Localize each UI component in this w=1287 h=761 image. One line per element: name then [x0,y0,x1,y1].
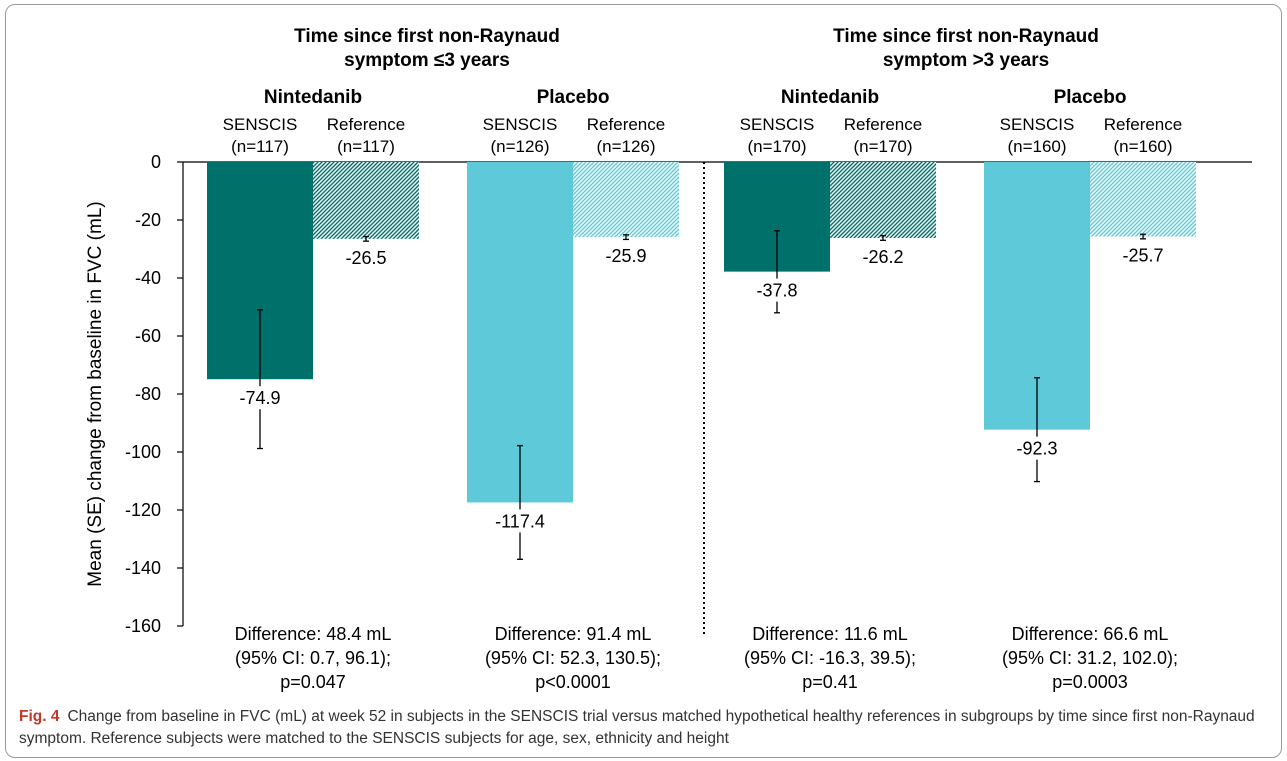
data-label: -25.7 [1122,246,1163,266]
figure-frame [5,4,1282,758]
bar-n-label: (n=160) [1007,137,1066,156]
group-name: Nintedanib [781,87,879,108]
data-label-bg [597,244,655,268]
bar-category-label: SENSCIS [1000,115,1075,134]
difference-annotation: p<0.0001 [535,672,611,692]
bar-group: Nintedanib SENSCIS (n=117) -74.9 Reference (n… [207,87,419,692]
data-label: -26.5 [345,248,386,268]
bar-group: Placebo SENSCIS (n=160) -92.3 Reference (n=16… [984,87,1196,692]
bar [1090,162,1196,237]
bar [573,162,679,238]
bar-category-label: Reference [587,115,665,134]
data-label: -25.9 [605,246,646,266]
bar [313,162,419,239]
data-label: -26.2 [862,247,903,267]
panel-title-line2: symptom ≤3 years [344,50,510,71]
panel-title-line1: Time since first non-Raynaud [833,26,1099,47]
y-tick-label: -20 [135,210,161,230]
panel-title-line1: Time since first non-Raynaud [294,26,560,47]
difference-annotation: Difference: 48.4 mL [235,624,392,644]
difference-annotation: Difference: 11.6 mL [752,624,907,644]
bar-n-label: (n=117) [231,137,289,156]
y-tick-label: -60 [135,326,161,346]
data-label: -74.9 [239,388,280,408]
data-label: -117.4 [495,511,545,531]
figure-caption-text: Change from baseline in FVC (mL) at week… [19,708,1255,747]
bar-n-label: (n=117) [337,137,395,156]
difference-annotation: (95% CI: 31.2, 102.0); [1002,648,1178,668]
bar-n-label: (n=160) [1113,137,1172,156]
bar-category-label: Reference [327,115,405,134]
y-tick-label: 0 [151,152,161,172]
difference-annotation: (95% CI: 0.7, 96.1); [235,648,391,668]
bar-n-label: (n=170) [747,137,806,156]
data-label-bg [1008,436,1066,460]
bar-group: Nintedanib SENSCIS (n=170) -37.8 Reference (n… [724,87,936,692]
chart-panels: Time since first non-Raynaud symptom ≤3 y… [207,26,1196,692]
data-label: -37.8 [756,281,797,301]
bar-category-label: SENSCIS [223,115,298,134]
y-axis-label: Mean (SE) change from baseline in FVC (m… [85,201,106,586]
group-name: Placebo [1054,87,1127,108]
difference-annotation: Difference: 66.6 mL [1012,624,1169,644]
bar-category-label: SENSCIS [483,115,558,134]
axes: 0 -20 -40 -60 -80 -100 -120 -140 -160 [125,152,1252,636]
bar-n-label: (n=170) [853,137,912,156]
bar-category-label: Reference [1104,115,1182,134]
group-name: Placebo [537,87,610,108]
data-label-bg [337,245,395,269]
y-tick-label: -120 [125,500,161,520]
data-label-bg [231,386,289,410]
data-label-bg [748,278,806,302]
y-tick-label: -80 [135,384,161,404]
data-label-bg [1114,243,1172,267]
y-tick-label: -140 [125,558,161,578]
group-name: Nintedanib [264,87,362,108]
difference-annotation: Difference: 91.4 mL [495,624,652,644]
bar-category-label: SENSCIS [740,115,815,134]
panel-title-line2: symptom >3 years [883,50,1049,71]
y-axis-label-group: Mean (SE) change from baseline in FVC (m… [85,201,106,586]
data-label-bg [854,244,912,268]
data-label-bg [486,509,554,533]
difference-annotation: (95% CI: -16.3, 39.5); [744,648,916,668]
bar-category-label: Reference [844,115,922,134]
panel: Time since first non-Raynaud symptom >3 y… [724,26,1196,692]
figure-caption: Fig. 4 Change from baseline in FVC (mL) a… [19,706,1269,750]
bar-n-label: (n=126) [596,137,655,156]
bar [830,162,936,238]
y-tick-label: -100 [125,442,161,462]
y-tick-label: -40 [135,268,161,288]
difference-annotation: p=0.41 [802,672,858,692]
difference-annotation: (95% CI: 52.3, 130.5); [485,648,661,668]
difference-annotation: p=0.0003 [1052,672,1128,692]
bar-n-label: (n=126) [490,137,549,156]
figure-caption-label: Fig. 4 [19,708,60,725]
bar-group: Placebo SENSCIS (n=126) -117.4 Reference (n=1… [467,87,679,692]
panel: Time since first non-Raynaud symptom ≤3 y… [207,26,679,692]
y-tick-label: -160 [125,616,161,636]
bar-chart: Mean (SE) change from baseline in FVC (m… [85,26,1252,692]
data-label: -92.3 [1016,439,1057,459]
difference-annotation: p=0.047 [280,672,346,692]
